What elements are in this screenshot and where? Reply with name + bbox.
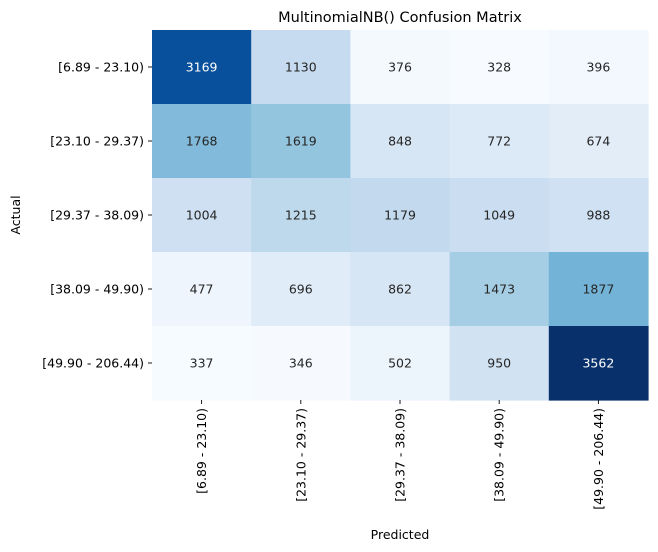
cell-value-label: 1473: [483, 282, 515, 297]
cell-value-label: 696: [289, 282, 313, 297]
x-tick-label: [23.10 - 29.37): [293, 408, 308, 502]
chart-title: MultinomialNB() Confusion Matrix: [278, 10, 522, 26]
heatmap-cell: [152, 326, 252, 401]
cell-value-label: 3169: [186, 60, 218, 75]
heatmap-cell: [449, 104, 550, 179]
heatmap-cell: [350, 104, 451, 179]
heatmap-cells: 3169 1130 376 328 396 1768 1619 848 772 674 1004 12…: [152, 30, 649, 401]
x-axis-ticks: [6.89 - 23.10) [23.10 - 29.37) [29.37 - 38…: [194, 400, 606, 510]
heatmap-cell: [548, 30, 649, 105]
heatmap-cell: [152, 104, 252, 179]
y-tick-label: [23.10 - 29.37): [50, 134, 144, 149]
y-tick-label: [6.89 - 23.10): [58, 60, 144, 75]
heatmap-cell: [251, 30, 351, 105]
heatmap-cell: [449, 30, 550, 105]
cell-value-label: 1768: [186, 134, 218, 149]
cell-value-label: 396: [586, 60, 610, 75]
cell-value-label: 1049: [483, 208, 515, 223]
cell-value-label: 950: [487, 356, 511, 371]
cell-value-label: 337: [190, 356, 214, 371]
cell-value-label: 1619: [285, 134, 317, 149]
heatmap-cell: [548, 326, 649, 401]
cell-value-label: 862: [388, 282, 412, 297]
cell-value-label: 3562: [582, 356, 614, 371]
heatmap-cell: [548, 104, 649, 179]
cell-value-label: 1877: [582, 282, 614, 297]
cell-value-label: 1215: [285, 208, 317, 223]
cell-value-label: 346: [289, 356, 313, 371]
heatmap-cell: [449, 178, 550, 253]
heatmap-cell: [350, 178, 451, 253]
x-tick-label: [6.89 - 23.10): [194, 408, 209, 494]
cell-value-label: 328: [487, 60, 511, 75]
heatmap-cell: [251, 104, 351, 179]
cell-value-label: 477: [190, 282, 214, 297]
heatmap-cell: [251, 252, 351, 327]
cell-value-label: 1179: [384, 208, 416, 223]
cell-value-label: 674: [586, 134, 610, 149]
heatmap-cell: [350, 326, 451, 401]
cell-value-label: 502: [388, 356, 412, 371]
cell-value-label: 1004: [186, 208, 218, 223]
heatmap-cell: [152, 252, 252, 327]
x-tick-label: [49.90 - 206.44): [591, 408, 606, 510]
cell-value-label: 848: [388, 134, 412, 149]
heatmap-cell: [449, 252, 550, 327]
x-tick-label: [29.37 - 38.09): [393, 408, 408, 502]
cell-value-label: 376: [388, 60, 412, 75]
heatmap-cell: [251, 326, 351, 401]
cell-value-label: 1130: [285, 60, 317, 75]
heatmap-cell: [548, 178, 649, 253]
cell-value-label: 988: [586, 208, 610, 223]
y-axis-ticks: [6.89 - 23.10) [23.10 - 29.37) [29.37 - 38…: [42, 60, 152, 371]
heatmap-cell: [548, 252, 649, 327]
heatmap-cell: [152, 178, 252, 253]
heatmap-cell: [449, 326, 550, 401]
y-tick-label: [38.09 - 49.90): [50, 282, 144, 297]
heatmap-cell: [251, 178, 351, 253]
x-tick-label: [38.09 - 49.90): [492, 408, 507, 502]
y-tick-label: [29.37 - 38.09): [50, 208, 144, 223]
y-tick-label: [49.90 - 206.44): [42, 356, 144, 371]
y-axis-label: Actual: [8, 195, 23, 234]
cell-value-label: 772: [487, 134, 511, 149]
heatmap-cell: [152, 30, 252, 105]
x-axis-label: Predicted: [371, 527, 430, 542]
heatmap-cell: [350, 30, 451, 105]
heatmap-cell: [350, 252, 451, 327]
